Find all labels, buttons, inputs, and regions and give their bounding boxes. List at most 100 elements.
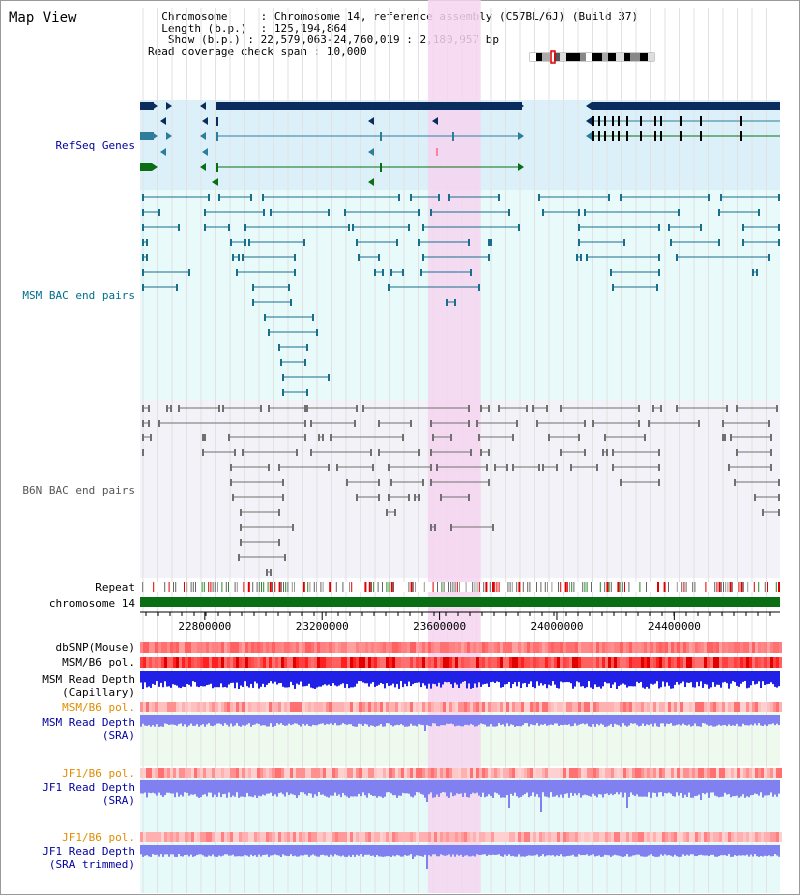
msm-depth-sra-bar — [538, 715, 540, 726]
jf1-pol-heat-cell — [314, 768, 317, 778]
msm-pol-sra-heat-cell — [647, 702, 650, 712]
dbsnp-heat-cell — [656, 642, 659, 653]
jf1-depth-sra-bar — [590, 780, 592, 797]
jf1-pol-trim-heat-cell — [698, 832, 701, 842]
jf1-depth-sra-bar — [534, 780, 536, 797]
jf1-depth-trim-bar — [502, 845, 504, 857]
msm-depth-cap-bar — [156, 671, 158, 682]
msm-pol-heat-cell — [413, 657, 416, 668]
jf1-depth-trim-bar — [482, 845, 484, 855]
jf1-pol-trim-heat-cell — [527, 832, 530, 842]
b6n-bac-pair-end — [278, 539, 280, 546]
msm-depth-cap-bar — [172, 671, 174, 685]
msm-depth-cap-bar — [460, 671, 462, 684]
jf1-depth-sra-bar — [460, 780, 462, 794]
jf1-pol-trim-heat-cell — [227, 832, 230, 842]
msm-pol-heat-cell — [725, 657, 728, 668]
msm-pol-sra-heat-cell — [758, 702, 761, 712]
refseq-genes-label[interactable]: RefSeq Genes — [55, 139, 135, 152]
msm-depth-sra-bar — [674, 715, 676, 726]
repeat-mark — [228, 582, 229, 592]
repeat-mark — [566, 582, 568, 592]
refseq-gene-exon — [452, 132, 454, 141]
msm-pol-sra-heat-cell — [584, 702, 587, 712]
b6n-bac-label[interactable]: B6N BAC end pairs — [22, 484, 135, 497]
msm-pol-heat-cell — [728, 657, 731, 668]
jf1-depth-trim-bar — [624, 845, 626, 857]
repeat-mark — [683, 582, 685, 592]
jf1-depth-sra-bar — [470, 780, 472, 795]
msm-pol-sra-heat-cell — [263, 702, 266, 712]
msm-pol-sra-heat-cell — [221, 702, 224, 712]
jf1-depth-trim-sublabel: (SRA trimmed) — [48, 858, 135, 871]
msm-depth-cap-bar — [372, 671, 374, 683]
msm-pol-sra-heat-cell — [470, 702, 473, 712]
b6n-bac-pair-end — [386, 509, 388, 516]
dbsnp-heat-cell — [620, 642, 623, 653]
msm-depth-sra-bar — [444, 715, 446, 726]
msm-bac-pair-end — [176, 284, 178, 291]
repeat-mark — [591, 582, 592, 592]
jf1-depth-trim-bar — [284, 845, 286, 856]
msm-depth-sra-bar — [624, 715, 626, 726]
refseq-gene-exon — [380, 163, 382, 172]
dbsnp-heat-cell — [509, 642, 512, 653]
b6n-bac-pair-end — [548, 434, 550, 441]
msm-depth-cap-bar — [340, 671, 342, 685]
msm-depth-cap-bar — [166, 671, 168, 687]
gene-arrow — [368, 117, 374, 125]
dbsnp-heat-cell — [383, 642, 386, 653]
jf1-depth-trim-bar — [536, 845, 538, 855]
jf1-depth-sra-bar — [338, 780, 340, 795]
msm-depth-sra-bar — [434, 715, 436, 724]
b6n-bac-pair-end — [770, 449, 772, 456]
jf1-depth-trim-bar — [254, 845, 256, 856]
jf1-depth-sra-bar — [496, 780, 498, 794]
jf1-pol-trim-heat-cell — [200, 832, 203, 842]
dbsnp-heat-cell — [149, 642, 152, 653]
msm-pol-sra-heat-cell — [293, 702, 296, 712]
b6n-bac-pair-end — [498, 405, 500, 412]
jf1-pol-heat-cell — [767, 768, 770, 778]
msm-depth-cap-bar — [386, 671, 388, 684]
msm-depth-cap-bar — [406, 671, 408, 687]
jf1-depth-trim-bar — [434, 845, 436, 855]
jf1-depth-sra-bar — [626, 780, 628, 808]
repeat-mark — [184, 582, 185, 592]
jf1-depth-trim-bar — [618, 845, 620, 856]
jf1-depth-sra-bar — [648, 780, 650, 793]
msm-depth-cap-bar — [622, 671, 624, 684]
msm-pol-sra-heat-cell — [197, 702, 200, 712]
msm-depth-cap-bar — [574, 671, 576, 687]
dbsnp-heat-cell — [416, 642, 419, 653]
jf1-pol-trim-heat-cell — [335, 832, 338, 842]
msm-pol-sra-heat-cell — [446, 702, 449, 712]
msm-pol-heat-cell — [503, 657, 506, 668]
msm-pol-heat-cell — [590, 657, 593, 668]
jf1-depth-trim-bar — [218, 845, 220, 856]
dbsnp-heat-cell — [698, 642, 701, 653]
msm-depth-cap-bar — [546, 671, 548, 689]
jf1-depth-sra-bar — [658, 780, 660, 793]
b6n-bac-pair-end — [770, 434, 772, 441]
b6n-bac-pair-end — [230, 464, 232, 471]
jf1-depth-trim-bar — [430, 845, 432, 857]
msm-pol-heat-cell — [233, 657, 236, 668]
jf1-depth-sra-bar — [744, 780, 746, 798]
msm-bac-pair-end — [388, 284, 390, 291]
msm-pol-sra-heat-cell — [557, 702, 560, 712]
msm-bac-label[interactable]: MSM BAC end pairs — [22, 289, 135, 302]
dbsnp-heat-cell — [761, 642, 764, 653]
msm-pol-sra-heat-cell — [212, 702, 215, 712]
msm-depth-sra-bar — [708, 715, 710, 726]
jf1-pol-trim-heat-cell — [440, 832, 443, 842]
jf1-pol-trim-heat-cell — [326, 832, 329, 842]
dbsnp-heat-cell — [548, 642, 551, 653]
msm-depth-cap-bar — [506, 671, 508, 684]
jf1-pol-heat-cell — [716, 768, 719, 778]
msm-depth-sra-bar — [762, 715, 764, 727]
jf1-depth-sra-bar — [494, 780, 496, 793]
jf1-depth-sra-bar — [328, 780, 330, 798]
msm-bac-pair-end — [204, 224, 206, 231]
